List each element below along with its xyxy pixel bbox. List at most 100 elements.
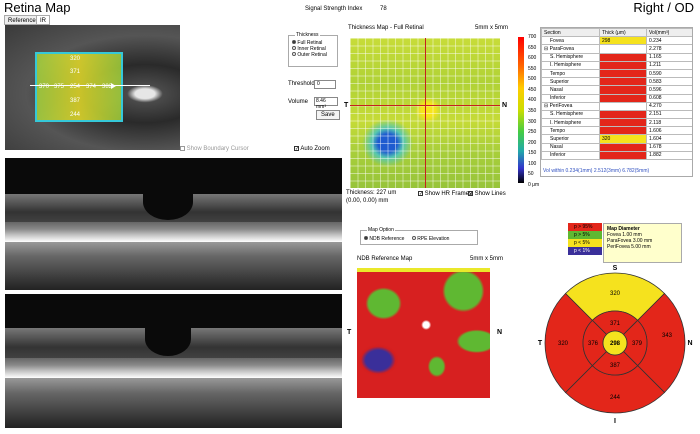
fundus-value: 382 [102,84,113,90]
tab-reference[interactable]: Reference [4,15,40,25]
colorbar-tick: 700 [528,34,537,40]
sector-table: Section Thick (μm) Vol(mm³) Fovea 298 0.23… [541,28,692,161]
outer-inferior-value: 244 [610,395,621,401]
colorbar-tick: 500 [528,76,537,83]
fundus-value: 320 [70,56,81,62]
auto-zoom-checkbox[interactable]: ✓ Auto Zoom [294,146,330,152]
radio-rpe-elevation[interactable]: RPE Elevation [411,236,450,242]
table-row[interactable]: S. Hemisphere 1.165 [541,52,692,62]
table-row[interactable]: Fovea 298 0.234 [541,36,692,46]
radio-label: NDB Reference [369,236,405,242]
colorbar [518,37,524,183]
map-diameter-title: Map Diameter [607,226,640,232]
arrow-right-icon [111,83,116,89]
radio-outer-retinal[interactable]: Outer Retinal [292,52,334,58]
sector-thickness [599,44,647,54]
sector-name: Inferior [541,93,600,103]
sector-thickness [599,101,647,111]
radio-checked-icon [364,236,368,240]
fundus-value: 371 [70,69,81,75]
radio-label: Full Retinal [297,40,323,46]
colorbar-tick: 400 [528,97,537,104]
table-row[interactable]: I. Hemisphere 1.211 [541,60,692,70]
radio-label: Outer Retinal [297,52,327,58]
fundus-value: 375 [54,84,65,90]
sector-name: I. Hemisphere [541,60,600,70]
sector-name: Inferior [541,150,600,161]
table-row[interactable]: Inferior 1.882 [541,150,692,161]
radio-label: RPE Elevation [417,236,450,242]
checkbox-checked-icon: ✓ [418,191,424,197]
vertical-cursor[interactable] [425,38,426,188]
sector-volume: 0.234 [646,36,692,46]
checkbox-checked-icon: ✓ [468,191,474,197]
sector-name: Fovea [541,36,600,46]
oct-choroid [5,242,342,290]
fundus-thickness-overlay: 320 371 370 375 254 374 382 387 244 [35,52,123,122]
fundus-image[interactable]: 320 371 370 375 254 374 382 387 244 [5,25,180,150]
temporal-label: T [347,329,352,336]
sector-volume: 1.211 [646,60,692,70]
show-hr-frames-checkbox[interactable]: ✓ Show HR Frames [418,191,472,197]
save-button[interactable]: Save [316,110,340,120]
inferior-label: I [614,418,616,425]
column-header: Thick (μm) [599,28,647,38]
tab-ir[interactable]: IR [36,15,50,25]
table-row[interactable]: I. Hemisphere 2.118 [541,118,692,128]
show-lines-checkbox[interactable]: ✓ Show Lines [468,191,506,197]
ndb-reference-map[interactable] [357,268,490,398]
sector-name: Nasal [541,85,600,95]
significance-legend: p > 95% p > 5% p < 5% p < 1% [568,223,602,255]
inner-nasal-value: 379 [632,341,643,347]
superior-label: S [613,265,618,272]
table-row[interactable]: Nasal 0.596 [541,85,692,95]
sector-thickness: 320 [599,134,647,144]
colorbar-tick: 200 [528,139,537,146]
radio-icon [411,236,416,240]
oct-scan-bottom[interactable] [5,294,342,428]
sector-name: Nasal [541,142,600,152]
sector-thickness-table: Section Thick (μm) Vol(mm³) Fovea 298 0.23… [540,27,693,177]
sector-thickness [599,109,647,120]
table-row[interactable]: ⊟ PeriFovea 4.270 [541,101,692,111]
threshold-stepper[interactable]: 0 [314,80,336,89]
thickness-map-title: Thickness Map - Full Retinal [348,25,424,31]
table-row[interactable]: Inferior 0.608 [541,93,692,103]
radio-ndb-reference[interactable]: NDB Reference [364,236,404,242]
sector-volume: 1.606 [646,126,692,136]
map-diameter-row: PeriFovea 5.00 mm [607,244,651,250]
inner-temporal-value: 376 [588,341,599,347]
sector-thickness [599,93,647,103]
colorbar-tick: 550 [528,65,537,72]
sector-volume: 0.596 [646,85,692,95]
fundus-value: 374 [86,84,97,90]
horizontal-cursor[interactable] [350,105,500,106]
table-row[interactable]: Nasal 1.678 [541,142,692,152]
oct-scan-top[interactable] [5,158,342,290]
table-row[interactable]: Superior 0.583 [541,77,692,87]
radio-inner-retinal[interactable]: Inner Retinal [292,46,334,52]
sector-thickness [599,68,647,79]
table-row[interactable]: Tempo 1.606 [541,126,692,136]
cursor-thickness: Thickness: 227 um [346,190,397,196]
radio-full-retinal[interactable]: Full Retinal [292,40,334,46]
checkbox-icon[interactable] [180,146,185,151]
inner-superior-value: 371 [610,321,621,327]
table-row[interactable]: Tempo 0.590 [541,68,692,79]
colorbar-tick: 650 [528,44,537,51]
table-row[interactable]: S. Hemisphere 2.151 [541,109,692,120]
sector-name: ⊟ PeriFovea [541,101,600,111]
column-header: Section [541,28,600,38]
fovea-sector [602,330,628,356]
oct-foveal-pit [145,322,191,356]
outer-superior-value: 320 [610,291,621,297]
legend-item: p < 5% [568,239,602,247]
colorbar-tick: 250 [528,129,537,136]
thickness-map[interactable] [345,30,513,188]
sector-thickness: 298 [599,36,647,46]
outer-nasal-value: 343 [662,333,673,339]
table-row[interactable]: ⊟ ParaFovea 2.278 [541,44,692,54]
sector-thickness [599,126,647,136]
table-row[interactable]: Superior 320 1.604 [541,134,692,144]
map-option-label: Map Option [367,227,395,233]
